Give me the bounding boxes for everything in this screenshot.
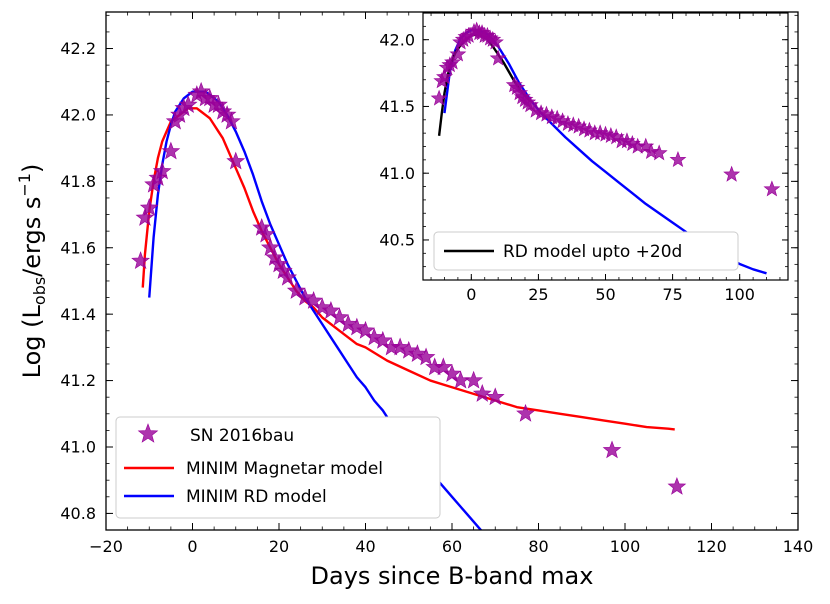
x-tick-label: 0	[466, 285, 476, 304]
x-tick-label: 25	[528, 285, 548, 304]
legend-label-sn: SN 2016bau	[190, 426, 294, 446]
data-point-star	[152, 161, 172, 180]
legend-label-rd: MINIM RD model	[186, 487, 327, 507]
data-point-star	[312, 297, 332, 316]
y-tick-label: 41.2	[60, 371, 96, 390]
data-point-star	[763, 180, 781, 197]
x-tick-label: 100	[610, 537, 641, 556]
data-point-star	[444, 53, 461, 70]
inset-legend-box	[433, 231, 739, 271]
x-tick-label: 40	[355, 537, 375, 556]
x-tick-label: 50	[595, 285, 615, 304]
y-tick-label: 40.8	[60, 504, 96, 523]
x-axis-label: Days since B-band max	[311, 562, 594, 590]
main-points	[131, 81, 687, 495]
data-point-star	[178, 95, 198, 113]
y-tick-label: 41.5	[379, 97, 415, 116]
data-point-star	[364, 327, 384, 346]
x-tick-label: 80	[528, 537, 548, 556]
y-tick-label: 42.2	[60, 39, 96, 58]
y-axis-label: Log (Lobs/ergs s−1)	[15, 164, 49, 379]
data-point-star	[516, 403, 535, 422]
data-point-star	[472, 384, 492, 402]
data-point-star	[436, 68, 453, 85]
data-point-star	[723, 165, 741, 182]
x-tick-label: 100	[724, 285, 755, 304]
y-tick-label: 41.0	[379, 164, 415, 183]
data-point-star	[430, 89, 448, 106]
main-legend-box	[115, 416, 441, 519]
inset-plot: 0 25 50 75 100 40.5 41.0 41.5 42.0 RD model upt…	[379, 12, 789, 304]
x-tick-label: 0	[187, 537, 197, 556]
x-tick-label: 60	[442, 537, 462, 556]
inset-legend-label: RD model upto +20d	[503, 242, 682, 262]
data-point-star	[278, 267, 298, 286]
data-point-star	[485, 387, 505, 406]
y-tick-label: 42.0	[379, 30, 415, 49]
data-point-star	[416, 347, 436, 366]
data-point-star	[226, 151, 246, 170]
y-tick-label: 41.6	[60, 238, 96, 257]
data-point-star	[487, 33, 504, 50]
inset-points	[430, 21, 781, 197]
y-tick-label: 40.5	[379, 231, 415, 250]
x-tick-label: 20	[269, 537, 289, 556]
x-tick-label: 120	[696, 537, 727, 556]
data-point-star	[449, 45, 467, 62]
data-point-star	[650, 144, 668, 161]
data-point-star	[489, 49, 507, 66]
data-point-star	[139, 198, 159, 216]
data-point-star	[256, 224, 276, 243]
data-point-star	[260, 237, 280, 256]
inset-x-ticks: 0 25 50 75 100	[430, 13, 781, 304]
data-point-star	[602, 440, 622, 459]
legend-label-magnetar: MINIM Magnetar model	[186, 459, 383, 479]
legend-star-marker	[137, 423, 159, 443]
y-tick-label: 41.0	[60, 438, 96, 457]
data-point-star	[338, 314, 358, 333]
main-legend: SN 2016bau MINIM Magnetar model MINIM RD…	[115, 416, 441, 519]
data-point-star	[135, 208, 155, 226]
data-point-star	[131, 251, 150, 270]
data-point-star	[399, 340, 419, 359]
data-point-star	[347, 317, 367, 336]
main-plot: −20 0 20 40 60 80 100 120 140 40.8 41.0 41.2 41.4 41…	[15, 11, 813, 590]
data-point-star	[464, 370, 483, 389]
data-point-star	[408, 344, 427, 362]
y-tick-label: 41.4	[60, 305, 96, 324]
data-point-star	[222, 111, 241, 130]
data-point-star	[390, 337, 410, 356]
x-tick-label: 75	[662, 285, 682, 304]
data-point-star	[669, 150, 687, 168]
inset-legend: RD model upto +20d	[433, 231, 739, 271]
data-point-star	[295, 287, 315, 306]
legend-star-icon	[137, 423, 159, 443]
y-tick-label: 42.0	[60, 106, 96, 125]
inset-y-ticks: 40.5 41.0 41.5 42.0	[379, 12, 788, 281]
x-tick-label: −20	[89, 537, 123, 556]
data-point-star	[667, 476, 687, 495]
y-tick-label: 41.8	[60, 172, 96, 191]
data-point-star	[642, 142, 660, 160]
main-y-ticks: 40.8 41.0 41.2 41.4 41.6 41.8 42.0 42.2	[60, 14, 798, 531]
data-point-star	[161, 141, 181, 160]
x-tick-label: 140	[783, 537, 814, 556]
main-x-ticks: −20 0 20 40 60 80 100 120 140	[89, 12, 813, 556]
